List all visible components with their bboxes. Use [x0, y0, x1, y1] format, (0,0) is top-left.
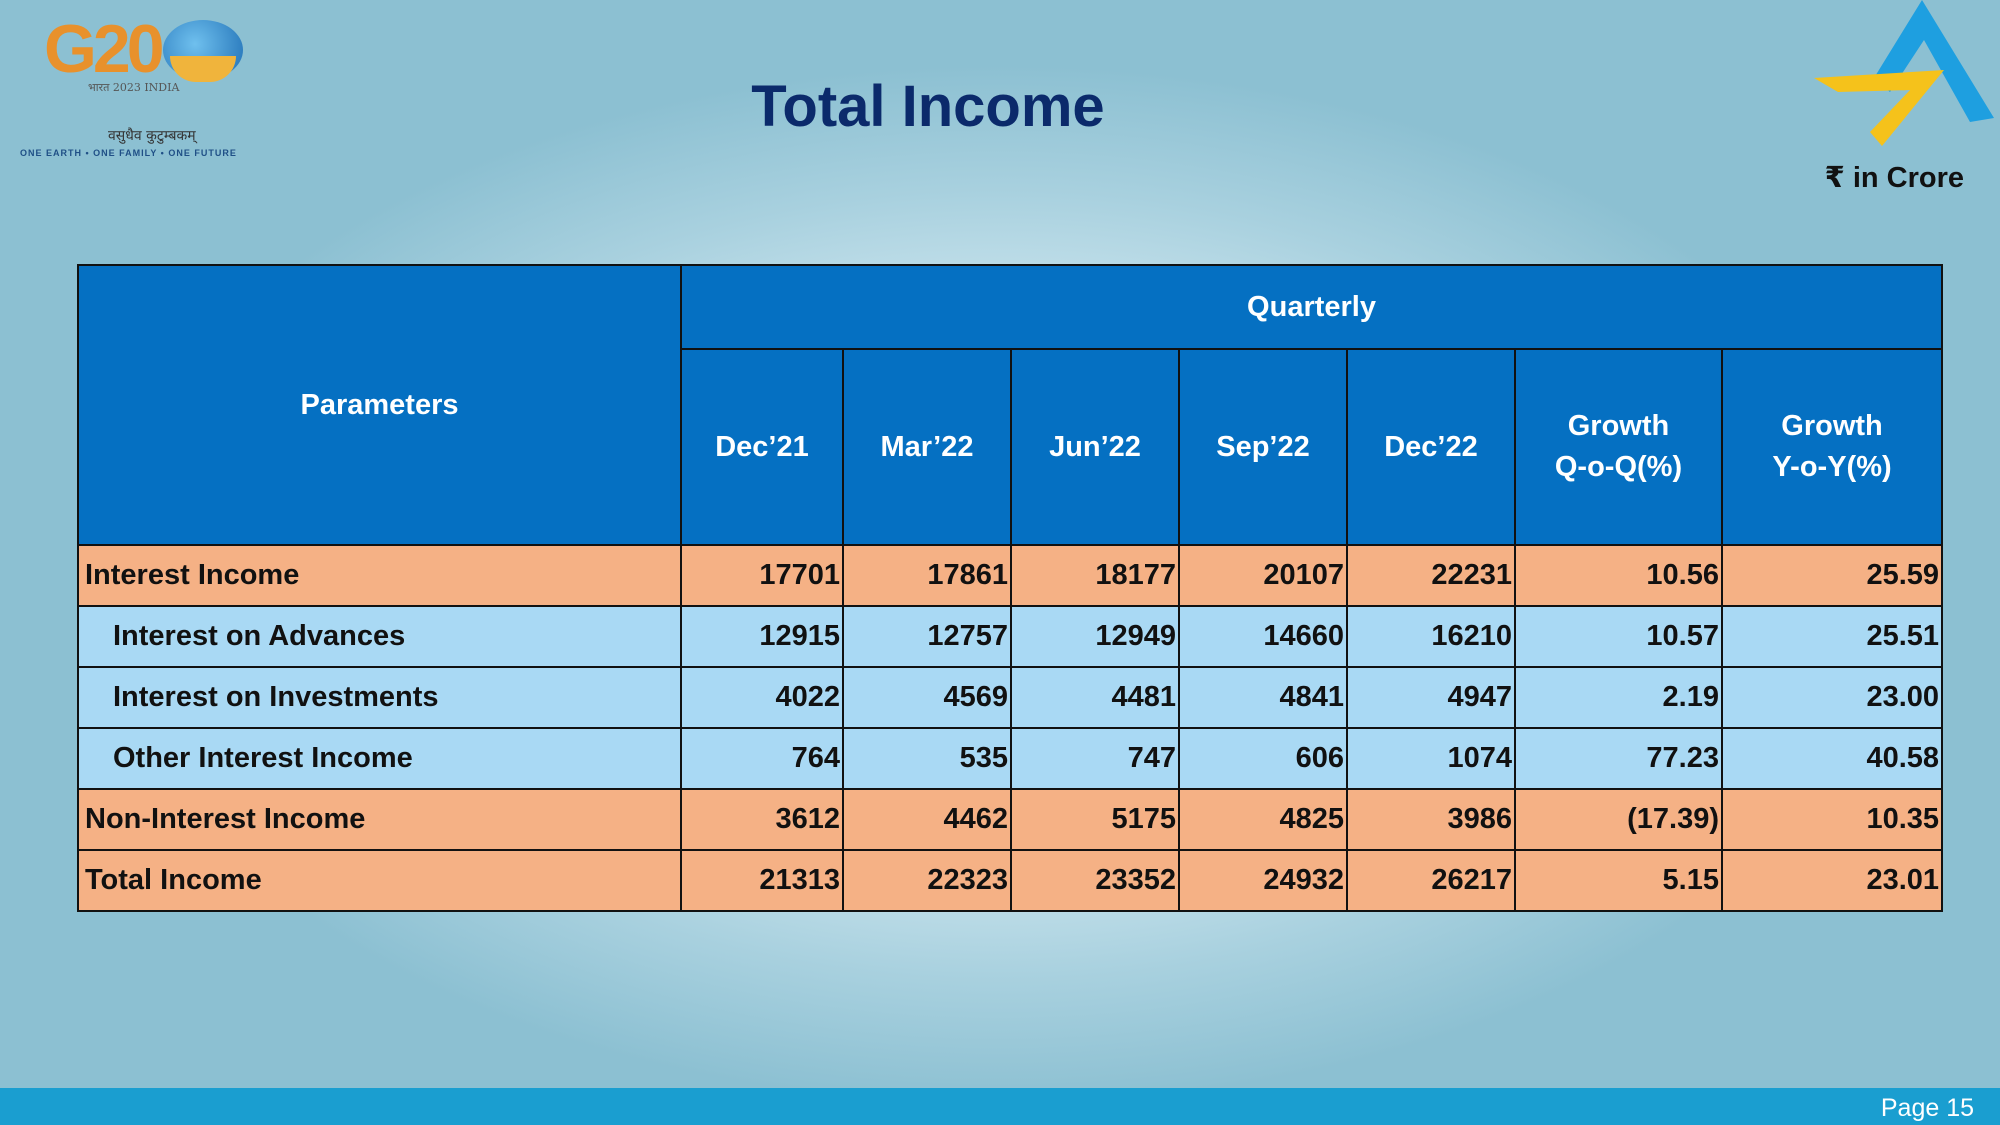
row-label: Non-Interest Income	[77, 788, 682, 851]
g20-logo-line1: भारत 2023 INDIA	[88, 81, 180, 94]
g20-logo: G20 भारत 2023 INDIA वसुधैव कुटुम्बकम् ON…	[18, 10, 268, 160]
column-header: Sep’22	[1178, 348, 1348, 546]
column-header: Dec’22	[1346, 348, 1516, 546]
row-label: Total Income	[77, 849, 682, 912]
table-cell: (17.39)	[1514, 788, 1723, 851]
table-cell: 535	[842, 727, 1012, 790]
column-header-line1: Jun’22	[1049, 430, 1141, 463]
table-cell: 3612	[680, 788, 844, 851]
table-cell: 77.23	[1514, 727, 1723, 790]
column-header-line1: Sep’22	[1216, 430, 1310, 463]
income-table: Parameters Quarterly Dec’21 Mar’22 Jun’22 S…	[77, 264, 1944, 912]
table-cell: 1074	[1346, 727, 1516, 790]
column-header: Growth Y-o-Y(%)	[1720, 348, 1944, 546]
table-cell: 3986	[1346, 788, 1516, 851]
table-cell: 14660	[1178, 605, 1348, 668]
table-cell: 5175	[1010, 788, 1180, 851]
table-cell: 23352	[1010, 849, 1180, 912]
table-cell: 16210	[1346, 605, 1516, 668]
table-cell: 12757	[842, 605, 1012, 668]
table-cell: 25.51	[1720, 605, 1944, 668]
table-cell: 4462	[842, 788, 1012, 851]
column-header: Mar’22	[842, 348, 1012, 546]
column-header-line2: Q-o-Q(%)	[1554, 451, 1683, 483]
table-cell: 12915	[680, 605, 844, 668]
table-cell: 22231	[1346, 544, 1516, 607]
table-cell: 4947	[1346, 666, 1516, 729]
table-cell: 23.01	[1720, 849, 1944, 912]
quarterly-header: Quarterly	[679, 264, 1944, 350]
table-cell: 22323	[842, 849, 1012, 912]
table-cell: 4825	[1178, 788, 1348, 851]
table-cell: 12949	[1010, 605, 1180, 668]
table-cell: 2.19	[1514, 666, 1723, 729]
table-cell: 764	[680, 727, 844, 790]
column-header: Jun’22	[1010, 348, 1180, 546]
column-header: Dec’21	[680, 348, 844, 546]
table-cell: 10.56	[1514, 544, 1723, 607]
table-cell: 24932	[1178, 849, 1348, 912]
column-header-line1: Growth	[1567, 410, 1670, 442]
table-cell: 17701	[680, 544, 844, 607]
table-row: Non-Interest Income 3612 4462 5175 4825 3986(…	[77, 788, 1944, 851]
table-cell: 20107	[1178, 544, 1348, 607]
page-title: Total Income	[751, 73, 1105, 139]
bank-logo-icon	[1814, 0, 1994, 146]
table-cell: 4481	[1010, 666, 1180, 729]
table-cell: 10.35	[1720, 788, 1944, 851]
table-cell: 40.58	[1720, 727, 1944, 790]
table-cell: 10.57	[1514, 605, 1723, 668]
table-row: Total Income 21313 22323 23352 24932 26217 5.1…	[77, 849, 1944, 912]
column-header-line2: Y-o-Y(%)	[1772, 451, 1892, 483]
column-header-line1: Dec’22	[1384, 430, 1478, 463]
row-label: Interest on Investments	[77, 666, 682, 729]
row-label: Interest Income	[77, 544, 682, 607]
parameters-header: Parameters	[77, 264, 682, 546]
table-cell: 17861	[842, 544, 1012, 607]
footer-bar	[0, 1088, 2000, 1125]
unit-label: ₹ in Crore	[1824, 162, 1964, 194]
g20-logo-line2: वसुधैव कुटुम्बकम्	[108, 128, 196, 144]
table-row: Other Interest Income 764 535 747 606 1074 77.…	[77, 727, 1944, 790]
g20-logo-line3: ONE EARTH • ONE FAMILY • ONE FUTURE	[20, 148, 237, 158]
table-cell: 23.00	[1720, 666, 1944, 729]
g20-logo-text: G20	[44, 11, 165, 87]
table-cell: 25.59	[1720, 544, 1944, 607]
table-cell: 21313	[680, 849, 844, 912]
column-header-line1: Dec’21	[715, 430, 809, 463]
table-row: Interest Income 17701 17861 18177 20107 22231…	[77, 544, 1944, 607]
table-cell: 5.15	[1514, 849, 1723, 912]
page-number: Page 15	[1880, 1094, 1974, 1122]
column-header-line1: Growth	[1781, 410, 1883, 442]
row-label: Other Interest Income	[77, 727, 682, 790]
table-cell: 18177	[1010, 544, 1180, 607]
table-cell: 26217	[1346, 849, 1516, 912]
table-cell: 4841	[1178, 666, 1348, 729]
table-cell: 606	[1178, 727, 1348, 790]
row-label: Interest on Advances	[77, 605, 682, 668]
table-row: Interest on Investments 4022 4569 4481 4841 4…	[77, 666, 1944, 729]
table-cell: 4022	[680, 666, 844, 729]
column-header-line1: Mar’22	[880, 430, 974, 463]
column-header: Growth Q-o-Q(%)	[1514, 348, 1723, 546]
table-row: Interest on Advances 12915 12757 12949 14660…	[77, 605, 1944, 668]
table-cell: 4569	[842, 666, 1012, 729]
table-cell: 747	[1010, 727, 1180, 790]
